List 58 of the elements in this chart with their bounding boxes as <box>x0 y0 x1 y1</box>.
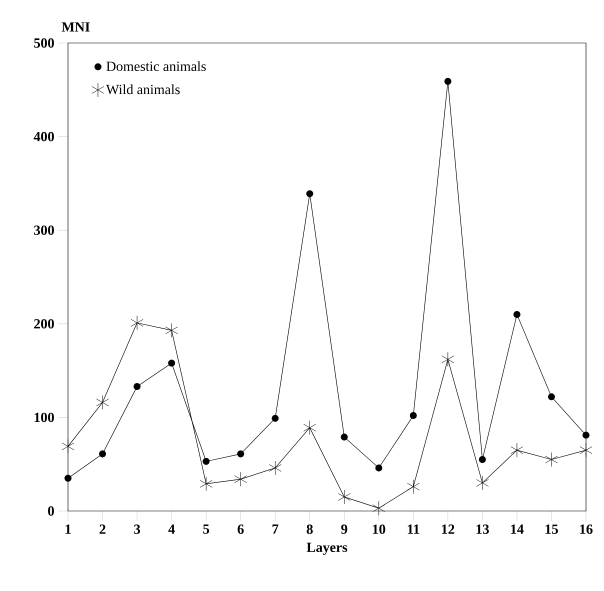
x-tick-label: 16 <box>580 524 593 534</box>
legend-label: Wild animals <box>106 84 180 94</box>
point <box>62 439 74 454</box>
point <box>99 450 106 458</box>
x-tick-label: 10 <box>372 524 386 534</box>
x-tick-label: 15 <box>546 524 558 534</box>
x-tick-label: 4 <box>168 524 175 534</box>
point <box>548 393 555 400</box>
x-tick-label: 7 <box>272 524 278 534</box>
point <box>580 442 592 458</box>
point <box>442 352 454 367</box>
x-tick-label: 1 <box>66 524 71 534</box>
y-tick-label: 200 <box>34 319 54 329</box>
point <box>272 414 279 422</box>
point <box>237 450 244 458</box>
x-tick-label: 3 <box>134 524 140 534</box>
point <box>478 456 486 464</box>
point <box>582 432 590 439</box>
y-axis-title: MNI <box>62 22 90 32</box>
point <box>513 310 520 318</box>
point <box>476 476 489 490</box>
point <box>372 500 386 516</box>
point <box>200 476 212 492</box>
y-tick-label: 400 <box>34 132 54 142</box>
point <box>306 190 314 198</box>
point <box>407 479 420 494</box>
point <box>510 442 524 458</box>
point <box>444 78 452 85</box>
x-tick-label: 5 <box>203 524 210 534</box>
legend-label: Domestic animals <box>106 61 206 72</box>
x-tick-label: 9 <box>341 524 348 534</box>
point <box>234 472 247 486</box>
y-tick-label: 100 <box>34 412 54 422</box>
point <box>340 434 348 441</box>
point <box>303 420 316 435</box>
y-tick-label: 0 <box>48 506 54 516</box>
point <box>268 460 282 476</box>
point <box>375 464 382 472</box>
point <box>134 383 141 390</box>
point <box>130 316 144 330</box>
point <box>410 412 417 420</box>
y-tick-label: 500 <box>34 38 54 48</box>
point <box>545 452 558 467</box>
x-tick-label: 6 <box>238 524 244 534</box>
y-tick-label: 300 <box>34 225 54 235</box>
point <box>168 360 176 367</box>
point <box>64 474 72 482</box>
x-tick-label: 11 <box>408 524 420 534</box>
x-tick-label: 2 <box>100 524 106 534</box>
x-tick-label: 8 <box>306 524 313 534</box>
x-tick-label: 13 <box>476 524 489 534</box>
x-tick-label: 14 <box>511 524 524 534</box>
point <box>338 490 351 504</box>
point <box>96 395 109 410</box>
point <box>165 323 178 338</box>
x-tick-label: 12 <box>442 524 454 534</box>
point <box>202 458 210 465</box>
x-axis-title: Layers <box>306 542 348 555</box>
